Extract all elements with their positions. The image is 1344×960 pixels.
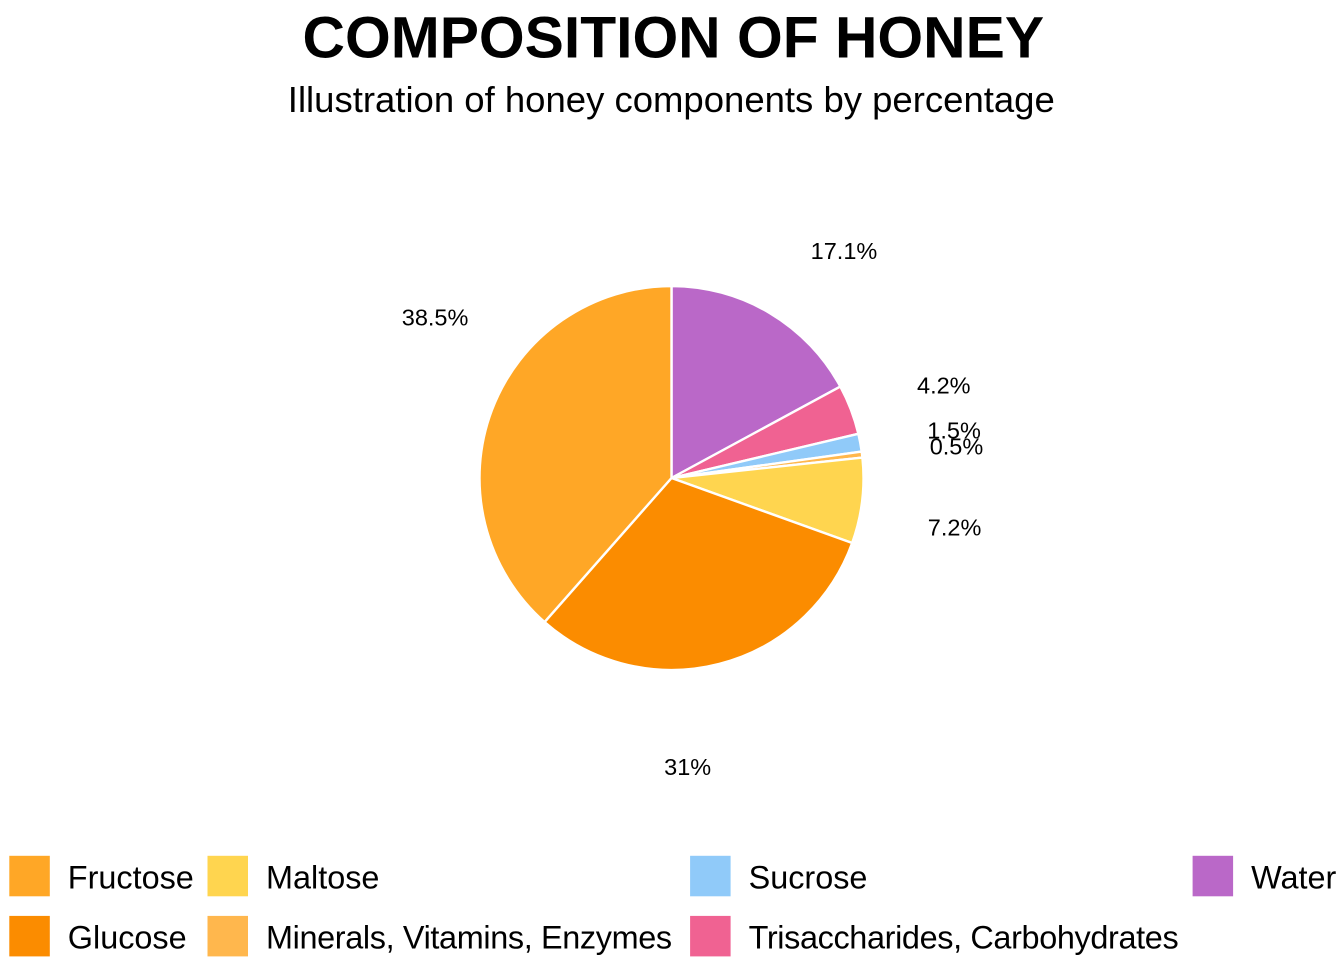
svg-text:Fructose: Fructose [68, 860, 194, 896]
svg-text:Illustration of honey componen: Illustration of honey components by perc… [288, 79, 1055, 120]
svg-text:Glucose: Glucose [68, 920, 187, 956]
svg-text:38.5%: 38.5% [402, 305, 469, 331]
svg-text:7.2%: 7.2% [928, 515, 982, 541]
svg-text:31%: 31% [664, 754, 711, 780]
svg-text:1.5%: 1.5% [927, 417, 981, 443]
svg-text:Water: Water [1251, 860, 1336, 896]
svg-text:0.5%: 0.5% [930, 433, 984, 459]
svg-text:Trisaccharides, Carbohydrates: Trisaccharides, Carbohydrates [749, 920, 1179, 956]
svg-text:17.1%: 17.1% [811, 238, 878, 264]
svg-text:Maltose: Maltose [266, 860, 379, 896]
svg-text:COMPOSITION OF HONEY: COMPOSITION OF HONEY [303, 5, 1045, 70]
svg-text:Minerals, Vitamins, Enzymes: Minerals, Vitamins, Enzymes [266, 920, 672, 956]
svg-text:4.2%: 4.2% [917, 372, 971, 398]
svg-text:Sucrose: Sucrose [749, 860, 868, 896]
